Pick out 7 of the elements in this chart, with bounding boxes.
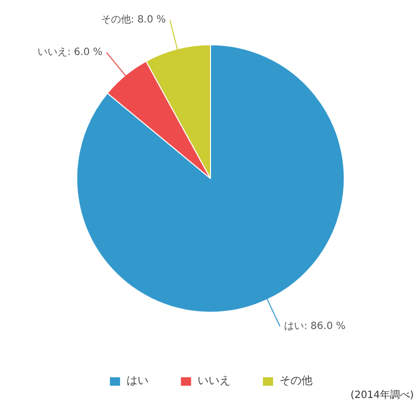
legend-label: はい [126, 373, 148, 388]
data-label: いいえ: 6.0 % [37, 46, 102, 58]
legend-label: いいえ [198, 373, 230, 388]
legend-label: その他 [280, 373, 312, 388]
text: (2014年調べ) [350, 389, 414, 402]
data-label: その他: 8.0 % [100, 14, 166, 26]
data-label: はい: 86.0 % [284, 320, 346, 332]
